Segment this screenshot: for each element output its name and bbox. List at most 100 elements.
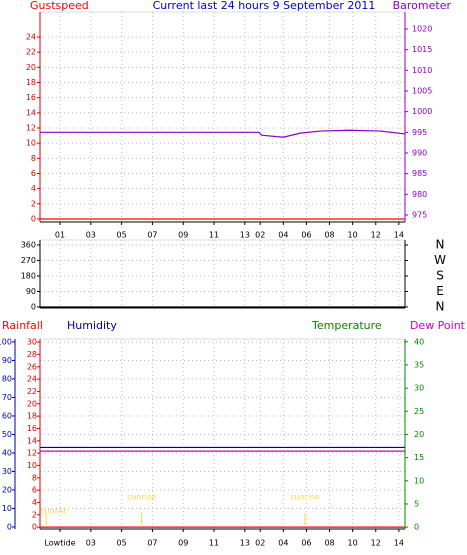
x-tick-label: 03 <box>86 231 96 240</box>
x-tick-label: 10 <box>348 539 358 548</box>
tick-label: 16 <box>26 93 36 102</box>
x-tick-label: 12 <box>371 539 381 548</box>
x-tick-label: 10 <box>348 231 358 240</box>
annotation: sunrise <box>290 493 319 502</box>
tick-label: 1020 <box>412 24 432 33</box>
tick-label: 360 <box>21 240 36 249</box>
tick-label: 24 <box>26 33 36 42</box>
tick-label: 30 <box>414 384 424 393</box>
tick-label: 6 <box>32 486 37 495</box>
x-tick-label: 13 <box>240 539 250 548</box>
tick-label: 20 <box>26 63 36 72</box>
x-tick-label: 06 <box>301 539 311 548</box>
tick-label: 985 <box>412 169 427 178</box>
tick-label: 12 <box>27 449 37 458</box>
tick-label: 0 <box>31 302 36 311</box>
tick-label: N <box>436 237 445 251</box>
tick-label: 28 <box>27 350 37 359</box>
tick-label: 26 <box>27 362 37 371</box>
tick-label: 1015 <box>412 45 432 54</box>
tick-label: 18 <box>27 412 37 421</box>
tick-label: 2 <box>32 510 37 519</box>
tick-label: 10 <box>2 504 12 513</box>
tick-label: 2 <box>31 199 36 208</box>
tick-label: 0 <box>31 214 36 223</box>
tick-label: 5 <box>414 499 419 508</box>
tick-label: 10 <box>26 139 36 148</box>
series-label: Dew Point <box>410 319 466 332</box>
x-tick-label: 09 <box>178 539 188 548</box>
x-tick-label: 02 <box>255 231 265 240</box>
tick-label: 40 <box>2 448 12 457</box>
tick-label: 995 <box>412 128 427 137</box>
tick-label: 100 <box>0 337 12 346</box>
tick-label: 20 <box>27 399 37 408</box>
tick-label: 8 <box>32 473 37 482</box>
tick-label: 50 <box>2 430 12 439</box>
tick-label: 16 <box>27 424 37 433</box>
x-tick-label: 05 <box>117 231 127 240</box>
tick-label: 20 <box>2 485 12 494</box>
x-tick-label: 02 <box>255 539 265 548</box>
tick-label: 4 <box>31 184 36 193</box>
series-label: Rainfall <box>2 319 43 332</box>
x-tick-label: 03 <box>86 539 96 548</box>
tick-label: 90 <box>2 356 12 365</box>
tick-label: 1005 <box>412 86 432 95</box>
tick-label: 270 <box>21 256 36 265</box>
x-tick-label: 06 <box>301 231 311 240</box>
tick-label: 975 <box>412 210 427 219</box>
tick-label: 10 <box>27 461 37 470</box>
tick-label: 0 <box>7 522 12 531</box>
tick-label: 0 <box>414 523 419 532</box>
tick-label: 6 <box>31 169 36 178</box>
tick-label: W <box>434 253 446 267</box>
series-label: Gustspeed <box>30 0 89 12</box>
tick-label: 60 <box>2 411 12 420</box>
tick-label: 10 <box>414 476 424 485</box>
tick-label: 12 <box>26 123 36 132</box>
x-tick-label: 11 <box>209 539 219 548</box>
tick-label: N <box>436 299 445 313</box>
tick-label: 14 <box>27 436 37 445</box>
x-tick-label: 08 <box>324 539 334 548</box>
annotation: sunset <box>40 507 67 516</box>
series-label: Humidity <box>67 319 117 332</box>
tick-label: S <box>436 268 444 282</box>
x-tick-label: 04 <box>278 539 288 548</box>
x-tick-label: 09 <box>178 231 188 240</box>
x-tick-label: 12 <box>371 231 381 240</box>
axis-label: Temperature <box>311 319 382 332</box>
tick-label: E <box>436 284 444 298</box>
series-label: Barometer <box>393 0 452 12</box>
chart-title: Current last 24 hours 9 September 2011 <box>153 0 376 12</box>
tick-label: 22 <box>26 48 36 57</box>
x-tick-label: 11 <box>209 231 219 240</box>
tick-label: 25 <box>414 407 424 416</box>
tick-label: 0 <box>32 523 37 532</box>
series-line <box>40 129 406 138</box>
tick-label: 40 <box>414 337 424 346</box>
tick-label: 14 <box>26 108 36 117</box>
x-tick-label: 05 <box>117 539 127 548</box>
x-tick-label: 08 <box>324 231 334 240</box>
annotation: sunrise <box>127 493 156 502</box>
tick-label: 20 <box>414 430 424 439</box>
tick-label: 18 <box>26 78 36 87</box>
tick-label: 30 <box>27 338 37 347</box>
x-tick-label: 07 <box>147 231 157 240</box>
tick-label: 4 <box>32 498 37 507</box>
tick-label: 1010 <box>412 66 432 75</box>
tick-label: 990 <box>412 148 427 157</box>
x-tick-label: 01 <box>55 231 65 240</box>
x-tick-label: Lowtide <box>44 539 75 548</box>
x-tick-label: 13 <box>240 231 250 240</box>
tick-label: 70 <box>2 393 12 402</box>
tick-label: 30 <box>2 467 12 476</box>
tick-label: 15 <box>414 453 424 462</box>
tick-label: 8 <box>31 154 36 163</box>
x-tick-label: 14 <box>394 539 404 548</box>
tick-label: 90 <box>26 287 36 296</box>
